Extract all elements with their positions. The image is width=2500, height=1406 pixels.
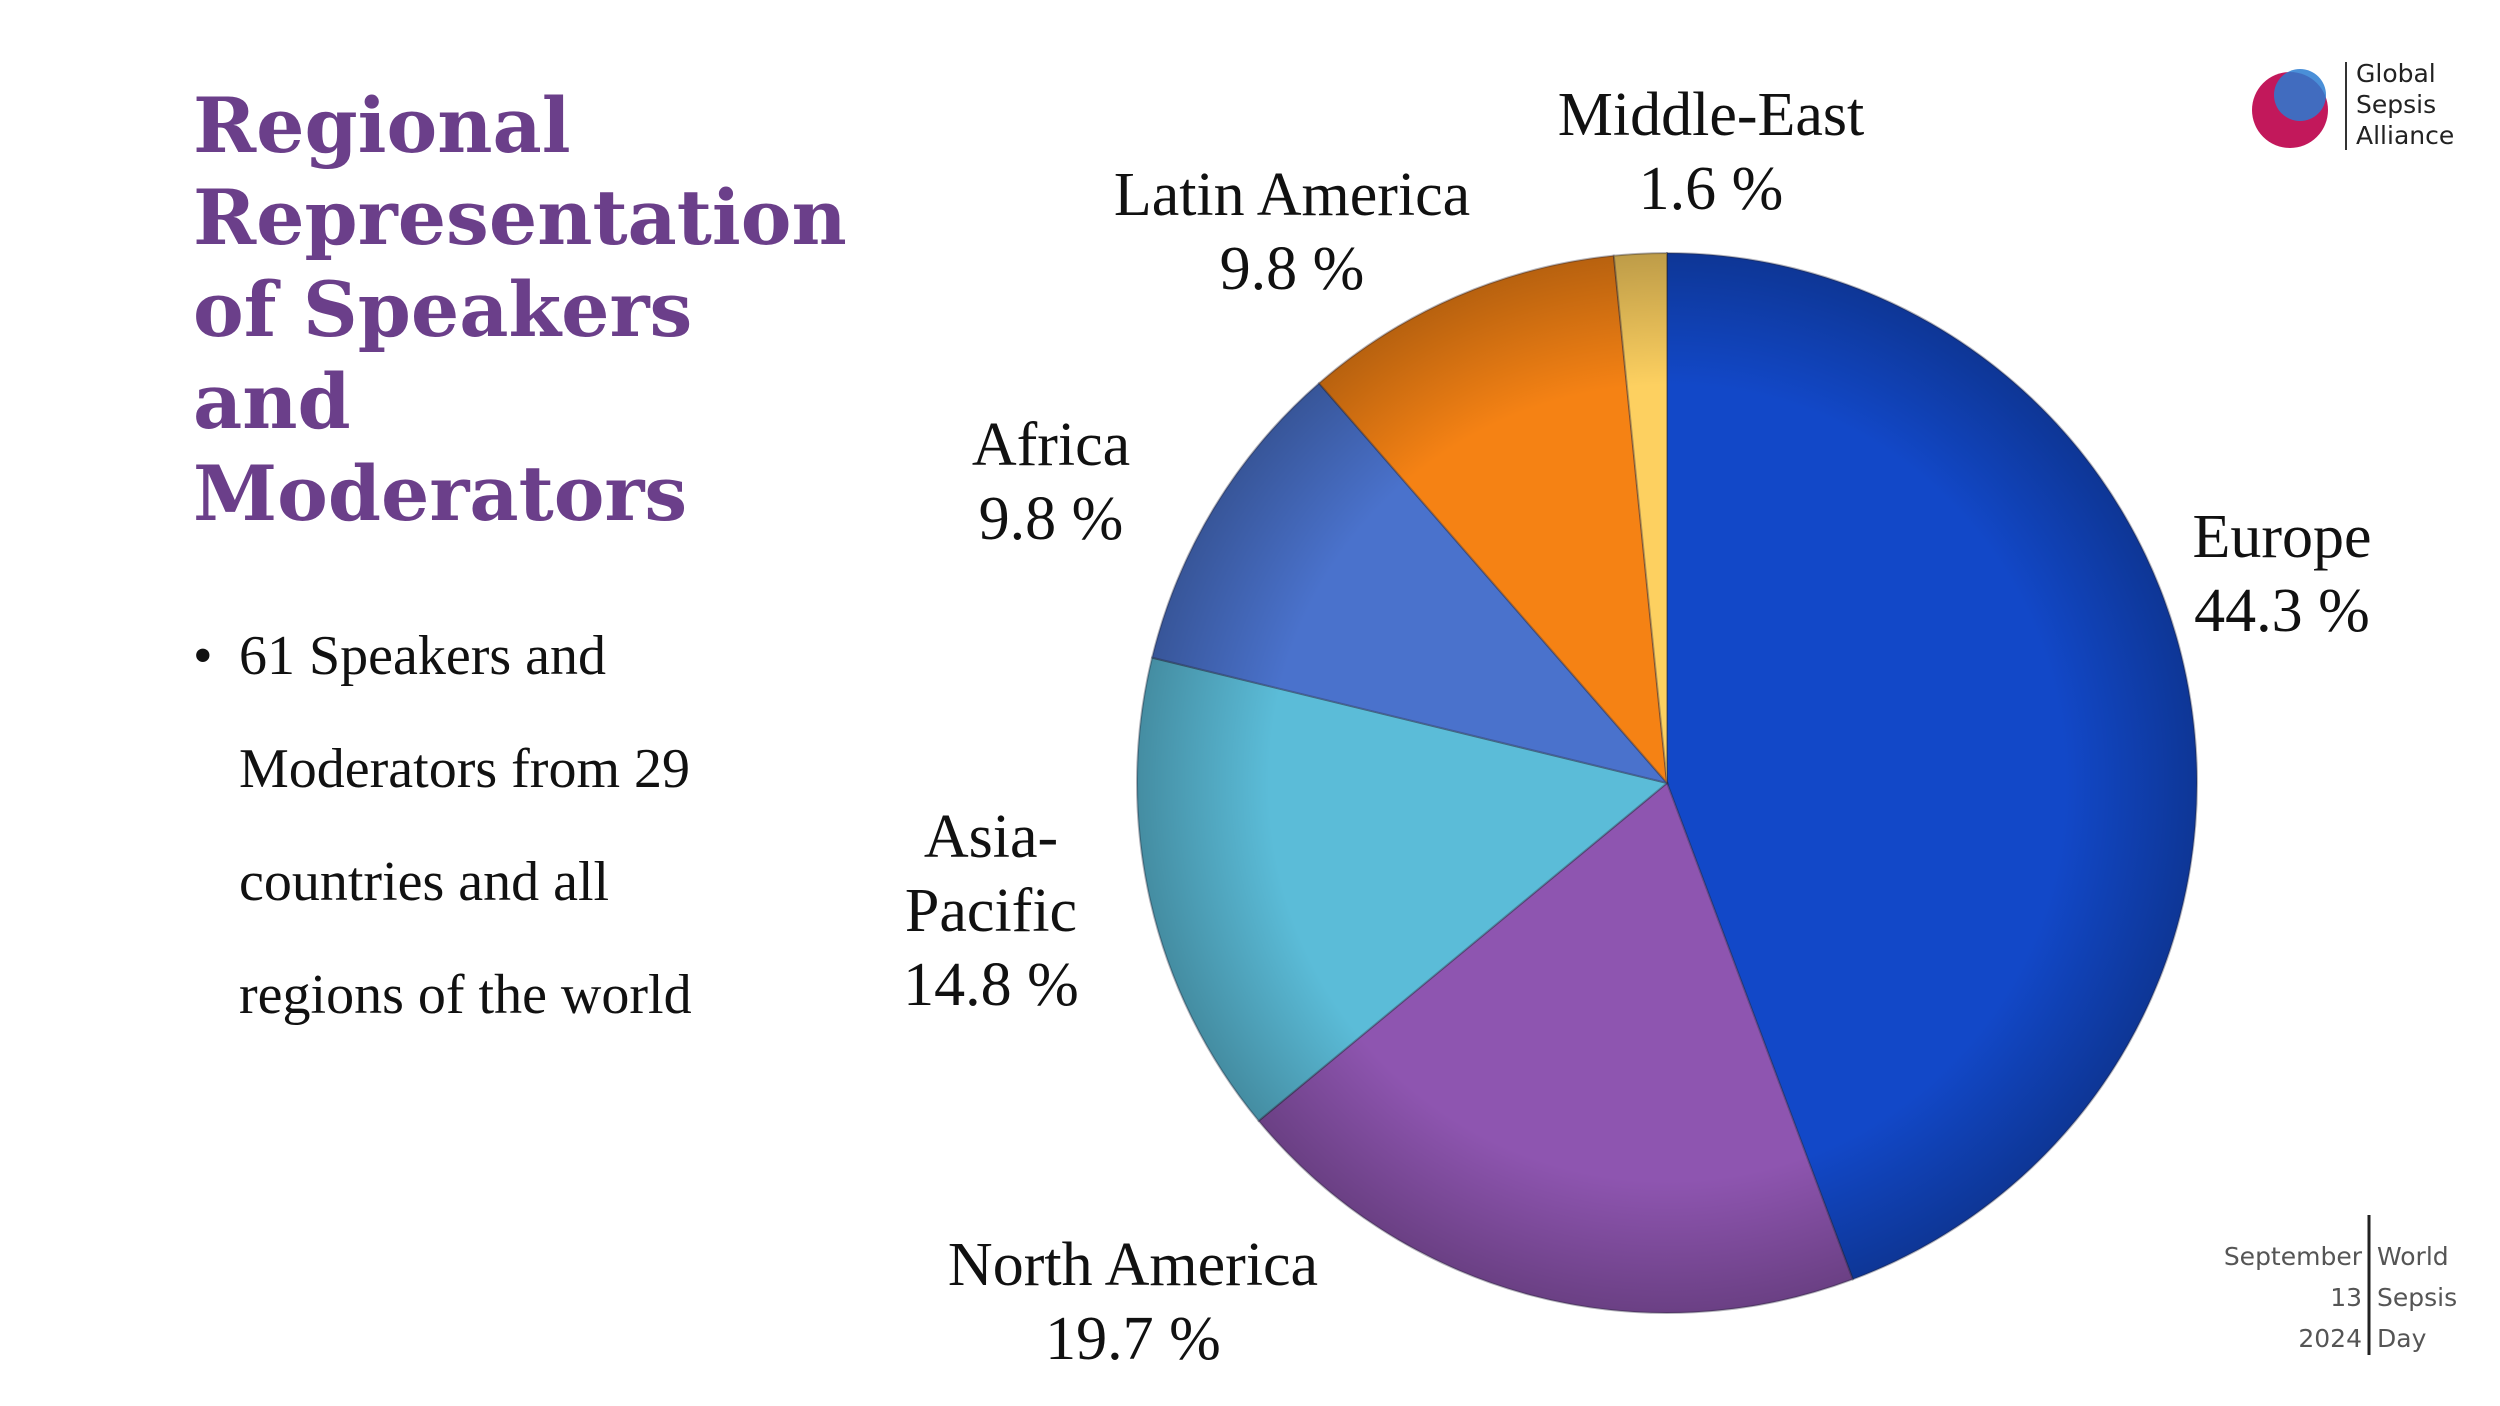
logo-globe [2274,69,2326,121]
bullet-list: 61 Speakers and Moderators from 29 count… [193,600,753,1052]
slice-label: Middle-East 1.6 % [1558,78,1865,226]
value-label: 1.6 % [1638,155,1784,223]
value-label: 19.7 % [1045,1305,1221,1373]
footer-line: September [2223,1242,2362,1271]
footer-line: 13 [2330,1283,2362,1312]
value-label: 9.8 % [1219,235,1365,303]
value-label: 44.3 % [2194,577,2370,645]
category: North America [947,1231,1319,1299]
logo-line: Global [2356,59,2436,88]
value-label: 14.8 % [903,951,1079,1019]
category: Europe [2192,503,2372,571]
bullet: 61 Speakers and Moderators from 29 count… [193,600,753,1052]
footer-line: World [2377,1242,2449,1271]
slice-label: Africa 9.8 % [972,408,1130,556]
footer-line: Day [2377,1324,2427,1353]
logo-text: Global Sepsis Alliance [2356,58,2454,151]
slice-label: Latin America 9.8 % [1114,158,1470,306]
value-label: 9.8 % [978,485,1124,553]
slice-label: Asia-Pacific 14.8 % [871,800,1111,1022]
category: Asia-Pacific [904,803,1078,945]
category: Latin America [1113,161,1471,229]
category: Africa [971,411,1131,479]
slice-label: North America 19.7 % [948,1228,1318,1376]
footer-date: September 13 2024 [2224,1236,2362,1359]
logo-line: Alliance [2356,121,2455,150]
logo [2252,62,2371,1355]
slice-label: Europe 44.3 % [2192,500,2371,648]
footer-line: Sepsis [2377,1283,2458,1312]
footer-event: World Sepsis Day [2377,1236,2457,1359]
category: Middle-East [1557,81,1865,149]
footer-line: 2024 [2298,1324,2362,1353]
logo-line: Sepsis [2356,90,2437,119]
slide-title: Regional Representation of Speakers and … [193,81,847,538]
